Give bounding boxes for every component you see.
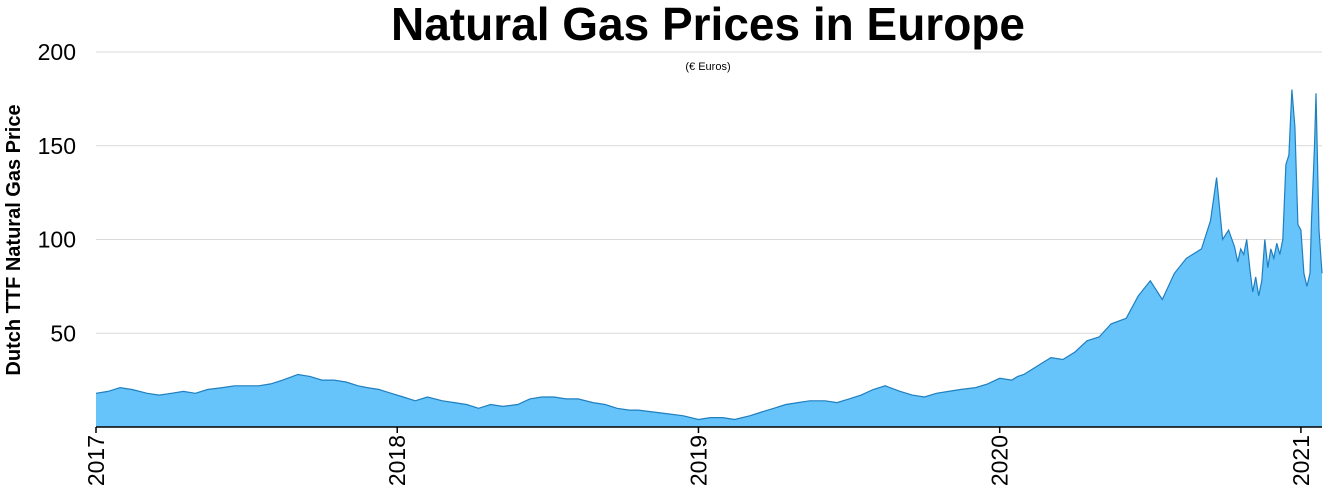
y-tick-label-150: 150	[38, 133, 76, 159]
x-axis-ticks: 2017 2018 2019 2020 2021	[83, 427, 1314, 486]
price-line	[95, 89, 1323, 421]
x-tick-label-2017: 2017	[83, 435, 109, 486]
y-axis-ticks: 50 100 150 200	[38, 39, 76, 346]
x-tick-label-2021: 2021	[1288, 435, 1314, 486]
x-tick-label-2018: 2018	[384, 435, 410, 486]
x-tick-label-2020: 2020	[987, 435, 1013, 486]
x-tick-label-2019: 2019	[685, 435, 711, 486]
price-area	[96, 89, 1322, 427]
gridlines	[96, 51, 1322, 334]
chart-subtitle: (€ Euros)	[685, 61, 730, 73]
y-axis-label: Dutch TTF Natural Gas Price	[3, 104, 25, 375]
chart-title: Natural Gas Prices in Europe	[391, 0, 1025, 50]
y-tick-label-200: 200	[38, 39, 76, 65]
series-area	[95, 89, 1323, 428]
y-tick-label-50: 50	[50, 320, 76, 346]
y-tick-label-100: 100	[38, 227, 76, 253]
